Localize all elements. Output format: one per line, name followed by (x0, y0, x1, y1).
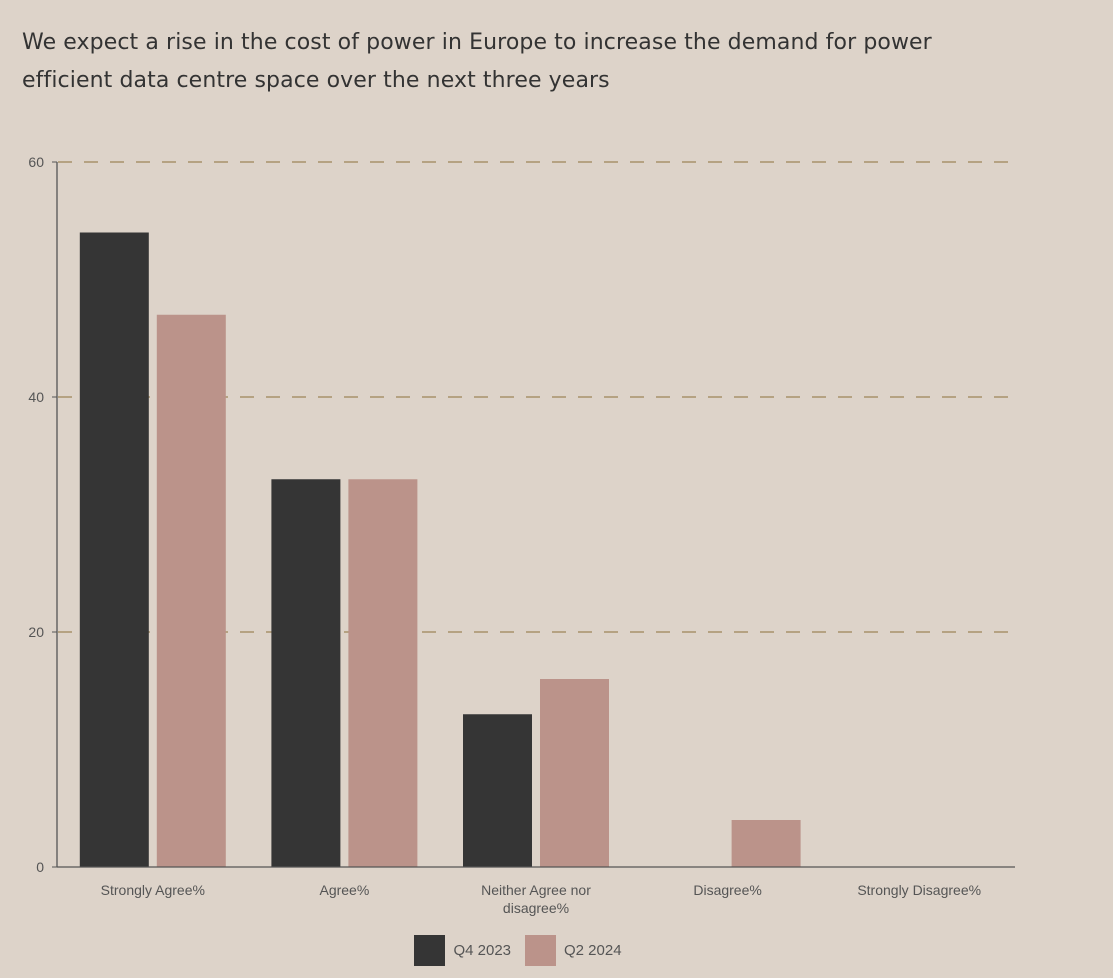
x-tick-label-0: Strongly Agree% (101, 882, 205, 898)
y-tick-labels: 0 20 40 60 (28, 154, 44, 875)
legend-swatch (525, 935, 556, 966)
legend-swatch (414, 935, 446, 966)
x-tick-label-1: Agree% (319, 882, 369, 898)
y-tick-label-20: 20 (28, 624, 44, 640)
legend-label: Q2 2024 (564, 942, 622, 959)
bar-series1-2[interactable] (463, 714, 532, 867)
bar-series2-3[interactable] (731, 820, 801, 867)
chart-title: We expect a rise in the cost of power in… (22, 30, 932, 93)
bar-series2-2[interactable] (540, 679, 609, 867)
bar-series1-1[interactable] (271, 479, 341, 867)
legend-label: Q4 2023 (453, 942, 511, 959)
x-tick-labels: Strongly Agree% Agree% Neither Agree nor di… (101, 882, 981, 916)
axes (52, 161, 1015, 868)
bar-series2-0[interactable] (156, 314, 226, 867)
y-tick-label-40: 40 (28, 389, 44, 405)
bars (79, 232, 801, 868)
legend-item-2[interactable]: Q2 2024 (525, 935, 622, 966)
y-tick-label-0: 0 (36, 859, 44, 875)
x-tick-label-2: Neither Agree nor disagree% (481, 882, 591, 916)
legend-item-1[interactable]: Q4 2023 (414, 935, 511, 966)
x-tick-label-3: Disagree% (693, 882, 761, 898)
bar-series2-1[interactable] (348, 479, 418, 867)
y-tick-label-60: 60 (28, 154, 44, 170)
legend: Q4 2023 Q2 2024 (0, 935, 1036, 966)
bar-series1-0[interactable] (79, 232, 149, 868)
x-tick-label-4: Strongly Disagree% (857, 882, 981, 898)
